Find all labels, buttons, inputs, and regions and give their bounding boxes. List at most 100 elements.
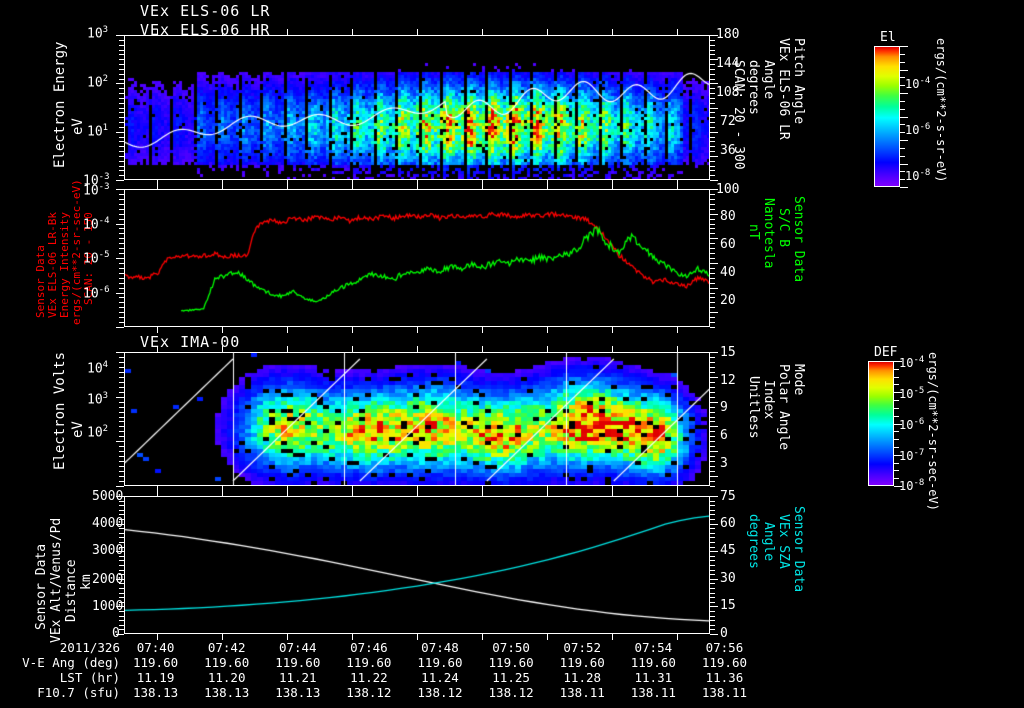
panel2-right-label-nt: nT (746, 224, 761, 240)
axis-tick (710, 59, 718, 60)
axis-tick (710, 372, 715, 373)
axis-tick (677, 29, 678, 35)
panel1-left-axis-label: Electron Energy (52, 41, 68, 168)
axis-tick (710, 258, 715, 259)
axis-tick (119, 98, 124, 99)
axis-tick (547, 346, 548, 352)
panel1-right-label-pitch-angle: Pitch Angle (791, 38, 806, 125)
panel3-ytick-1e3: 103 (87, 391, 109, 408)
panel2-right-label-sensor-data: Sensor Data (791, 196, 806, 283)
axis-tick (119, 570, 124, 571)
axis-tick (710, 263, 718, 264)
axis-tick (222, 346, 223, 352)
axis-tick (119, 620, 124, 621)
axis-tick (710, 137, 715, 138)
axis-tick (710, 151, 715, 152)
axis-tick (710, 204, 715, 205)
axis-tick (710, 307, 715, 308)
lst-7: 11.31 (634, 670, 673, 685)
axis-tick (119, 317, 124, 318)
axis-tick (710, 273, 715, 274)
colorbar-tick (894, 447, 899, 448)
axis-tick (119, 471, 124, 472)
axis-tick (119, 362, 124, 363)
axis-tick (287, 346, 288, 352)
axis-tick (119, 112, 124, 113)
axis-tick (710, 40, 715, 41)
axis-tick (677, 634, 678, 640)
axis-tick (612, 29, 613, 35)
panel2-plot-area[interactable] (124, 189, 710, 327)
axis-tick (119, 412, 124, 413)
time-4: 07:48 (421, 640, 459, 655)
axis-tick (287, 634, 288, 640)
panel4-right-label-angle: Angle (761, 522, 776, 562)
row-label-ve-ang: V-E Ang (deg) (22, 655, 120, 670)
panel1-right-label-degrees: degrees (746, 60, 761, 115)
panel1-title-hr: VEx ELS-06 HR (140, 21, 271, 39)
colorbar-tick (900, 54, 905, 55)
axis-tick (116, 397, 124, 398)
axis-tick (119, 137, 124, 138)
axis-tick (710, 317, 715, 318)
axis-tick (119, 88, 124, 89)
panel1-ytick-10: 101 (87, 123, 109, 140)
axis-tick (119, 565, 124, 566)
axis-tick (710, 83, 718, 84)
axis-tick (710, 551, 718, 552)
axis-tick (119, 501, 124, 502)
axis-tick (710, 461, 715, 462)
time-2: 07:44 (278, 640, 317, 655)
axis-tick (119, 446, 124, 447)
axis-tick (710, 377, 718, 378)
panel4-rtick-0: 0 (720, 626, 728, 641)
colorbar-tick (900, 46, 908, 47)
panel4-left-label-alt: VEx Alt/Venus/Pd (49, 517, 64, 643)
axis-tick (710, 611, 715, 612)
axis-tick (287, 490, 288, 496)
axis-tick (710, 471, 715, 472)
axis-tick (710, 505, 715, 506)
axis-tick (710, 64, 715, 65)
panel3-rtick-12: 12 (720, 373, 736, 388)
axis-tick (482, 634, 483, 640)
axis-tick (710, 367, 715, 368)
axis-tick (710, 560, 715, 561)
axis-tick (710, 253, 715, 254)
axis-tick (119, 219, 124, 220)
panel2-ytick-e3: 10-3 (83, 182, 110, 199)
axis-tick (710, 476, 718, 477)
axis-tick (119, 146, 124, 147)
axis-tick (119, 387, 124, 388)
axis-tick (710, 194, 715, 195)
axis-tick (710, 238, 718, 239)
ve-ang-4: 119.60 (417, 655, 463, 670)
axis-tick (119, 283, 124, 284)
axis-tick (119, 407, 124, 408)
axis-tick (710, 481, 715, 482)
colorbar-tick (894, 392, 902, 393)
colorbar-tick (894, 431, 899, 432)
panel1-right-label-scan: SCAN: 20 - 300 (731, 60, 746, 170)
axis-tick (119, 238, 124, 239)
axis-tick (119, 312, 124, 313)
colorbar1-tick-4: 10-4 (905, 76, 931, 91)
table-row-f107: F10.7 (sfu) 138.13 138.13 138.13 138.12 … (0, 685, 760, 700)
panel1-plot-area[interactable] (124, 35, 710, 180)
panel3-plot-area[interactable] (124, 352, 710, 486)
axis-tick (119, 50, 124, 51)
colorbar-tick (900, 164, 908, 165)
axis-tick (119, 233, 124, 234)
axis-tick (710, 180, 718, 181)
axis-tick (352, 634, 353, 640)
panel4-plot-area[interactable] (124, 496, 710, 634)
panel4-ytick-5000: 5000 (92, 489, 124, 504)
axis-tick (710, 392, 715, 393)
axis-tick (710, 382, 715, 383)
axis-tick (119, 161, 124, 162)
axis-tick (119, 436, 124, 437)
axis-tick (710, 98, 715, 99)
axis-tick (119, 357, 124, 358)
axis-tick (710, 629, 715, 630)
axis-tick (710, 606, 718, 607)
